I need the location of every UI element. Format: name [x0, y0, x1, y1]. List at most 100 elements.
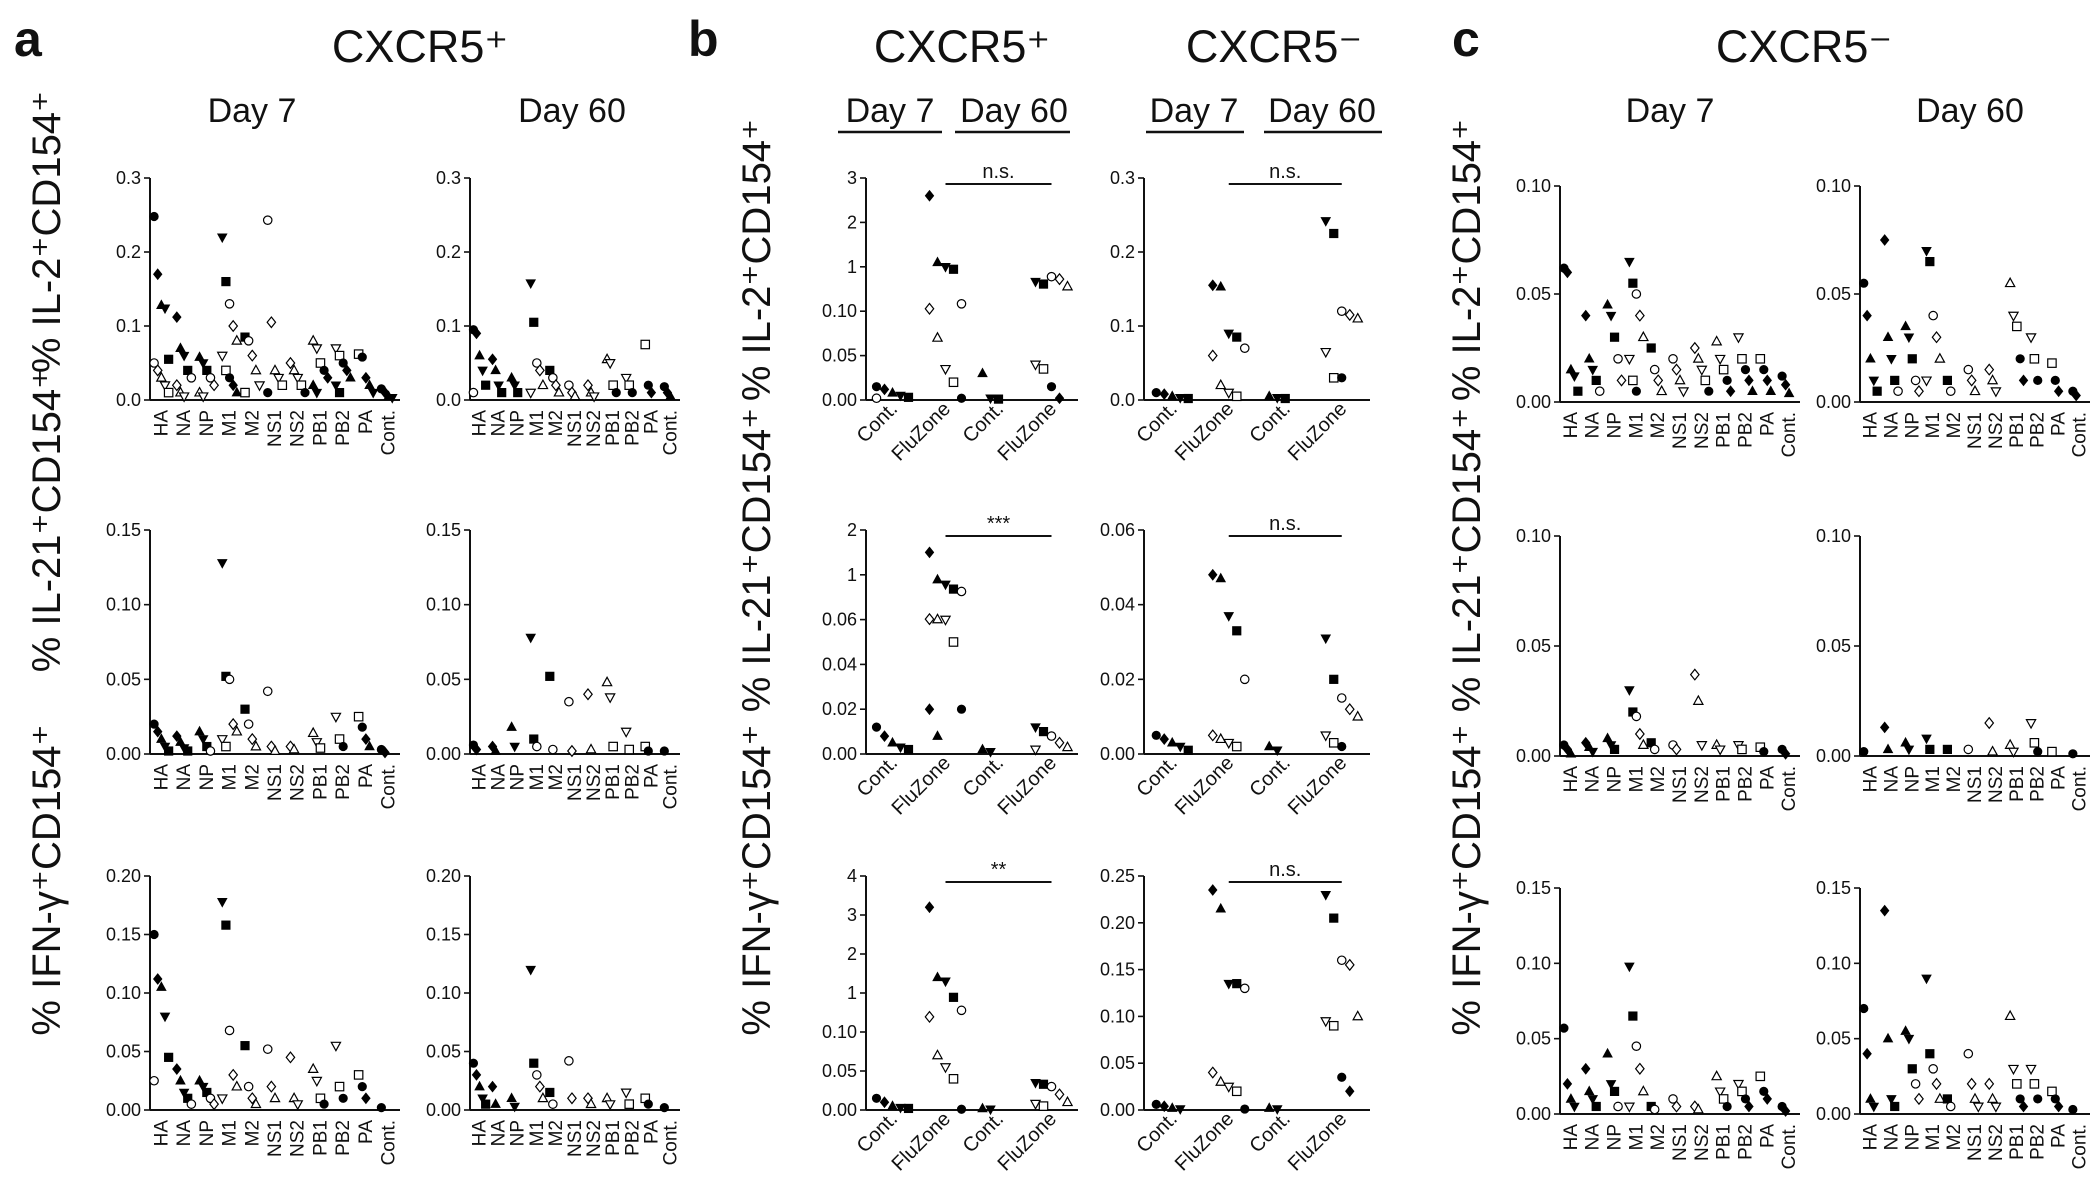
data-point: [253, 381, 266, 392]
x-category-label: M1: [1626, 766, 1647, 792]
data-point: [468, 387, 479, 398]
x-category-label: M1: [527, 764, 548, 790]
x-category-label: NS1: [565, 764, 586, 801]
data-point: [550, 378, 561, 392]
y-tick-label: 0.00: [1816, 1104, 1851, 1124]
x-category-label: HA: [1860, 1124, 1881, 1151]
x-category-label: NS1: [565, 1120, 586, 1157]
data-point: [361, 1092, 371, 1105]
data-point: [1913, 384, 1924, 398]
x-category-label: NP: [1902, 1124, 1923, 1150]
y-tick-label: 2: [847, 520, 857, 540]
data-point: [1344, 308, 1355, 322]
data-point: [903, 392, 914, 402]
data-point: [548, 744, 558, 755]
x-category-label: Cont.: [379, 410, 400, 455]
data-point: [1890, 375, 1900, 386]
data-point: [216, 233, 228, 244]
data-point: [342, 364, 352, 377]
y-tick-label: 3: [847, 168, 857, 188]
data-point: [1671, 743, 1682, 756]
x-category-label: FluZone: [1284, 1108, 1351, 1175]
data-point: [292, 373, 304, 385]
data-point: [1581, 1062, 1591, 1075]
x-category-label: HA: [470, 1120, 491, 1147]
data-point: [490, 745, 501, 755]
x-category-label: Cont.: [1779, 412, 1800, 457]
x-category-label: PB2: [622, 410, 643, 446]
x-category-label: FluZone: [994, 752, 1061, 819]
data-point: [285, 356, 296, 370]
data-point: [175, 1074, 186, 1085]
data-point: [292, 1100, 304, 1111]
data-point: [1208, 884, 1218, 896]
data-point: [357, 1082, 367, 1092]
data-point: [1732, 333, 1745, 344]
data-point: [1696, 741, 1708, 752]
data-point: [924, 703, 935, 716]
x-category-label: PB2: [2028, 1124, 2049, 1160]
x-category-label: Cont.: [853, 752, 902, 801]
data-point: [1631, 289, 1642, 299]
data-point: [1718, 1094, 1729, 1104]
data-point: [2004, 276, 2016, 288]
data-point: [659, 746, 669, 756]
data-point: [977, 743, 988, 754]
y-tick-label: 4: [847, 866, 857, 886]
data-point: [924, 1010, 935, 1024]
data-point: [216, 351, 228, 362]
data-point: [620, 373, 632, 385]
data-point: [1038, 1101, 1049, 1111]
data-point: [1759, 1086, 1769, 1097]
x-category-label: Cont.: [660, 1120, 681, 1165]
ylabel-c-row3: % IFN-γ⁺CD154⁺: [1445, 724, 1489, 1035]
data-point: [1737, 1086, 1747, 1097]
data-point: [506, 371, 517, 382]
data-point: [1859, 1003, 1869, 1014]
data-point: [1634, 727, 1645, 741]
data-point: [1562, 1077, 1573, 1090]
data-point: [1934, 1092, 1946, 1103]
data-point: [164, 1052, 174, 1062]
data-point: [1879, 904, 1890, 917]
data-point: [1320, 217, 1332, 227]
data-point: [364, 740, 375, 751]
data-point: [1336, 955, 1347, 966]
data-point: [269, 1092, 281, 1103]
data-point: [1587, 365, 1599, 376]
y-tick-label: 0.2: [116, 242, 141, 262]
data-point: [2029, 354, 2040, 364]
x-category-label: M2: [1648, 1124, 1669, 1150]
data-point: [474, 1080, 485, 1091]
data-point: [164, 354, 174, 364]
x-category-label: NP: [508, 764, 529, 790]
y-tick-label: 0.10: [426, 595, 461, 615]
data-point: [330, 344, 342, 355]
data-point: [1151, 387, 1161, 398]
data-point: [311, 344, 323, 355]
data-point: [1337, 741, 1347, 752]
data-point: [216, 897, 228, 908]
x-category-label: NS1: [1670, 412, 1691, 449]
data-point: [2018, 1100, 2029, 1113]
data-point: [288, 364, 300, 375]
x-category-label: NS2: [288, 410, 309, 447]
y-tick-label: 0.00: [1100, 744, 1135, 764]
x-category-label: M1: [1626, 1124, 1647, 1150]
data-point: [588, 392, 600, 403]
x-category-label: NS2: [1692, 412, 1713, 449]
data-point: [266, 316, 277, 329]
data-point: [931, 613, 944, 624]
data-point: [307, 726, 319, 738]
data-point: [1634, 309, 1645, 322]
data-point: [948, 1073, 959, 1084]
data-point: [940, 977, 951, 988]
y-tick-label: 0.05: [1516, 636, 1551, 656]
x-category-label: M2: [242, 1120, 263, 1146]
data-point: [1674, 374, 1686, 385]
data-point: [1668, 353, 1678, 364]
data-point: [307, 1062, 319, 1074]
data-point: [939, 364, 952, 376]
data-point: [932, 730, 943, 740]
